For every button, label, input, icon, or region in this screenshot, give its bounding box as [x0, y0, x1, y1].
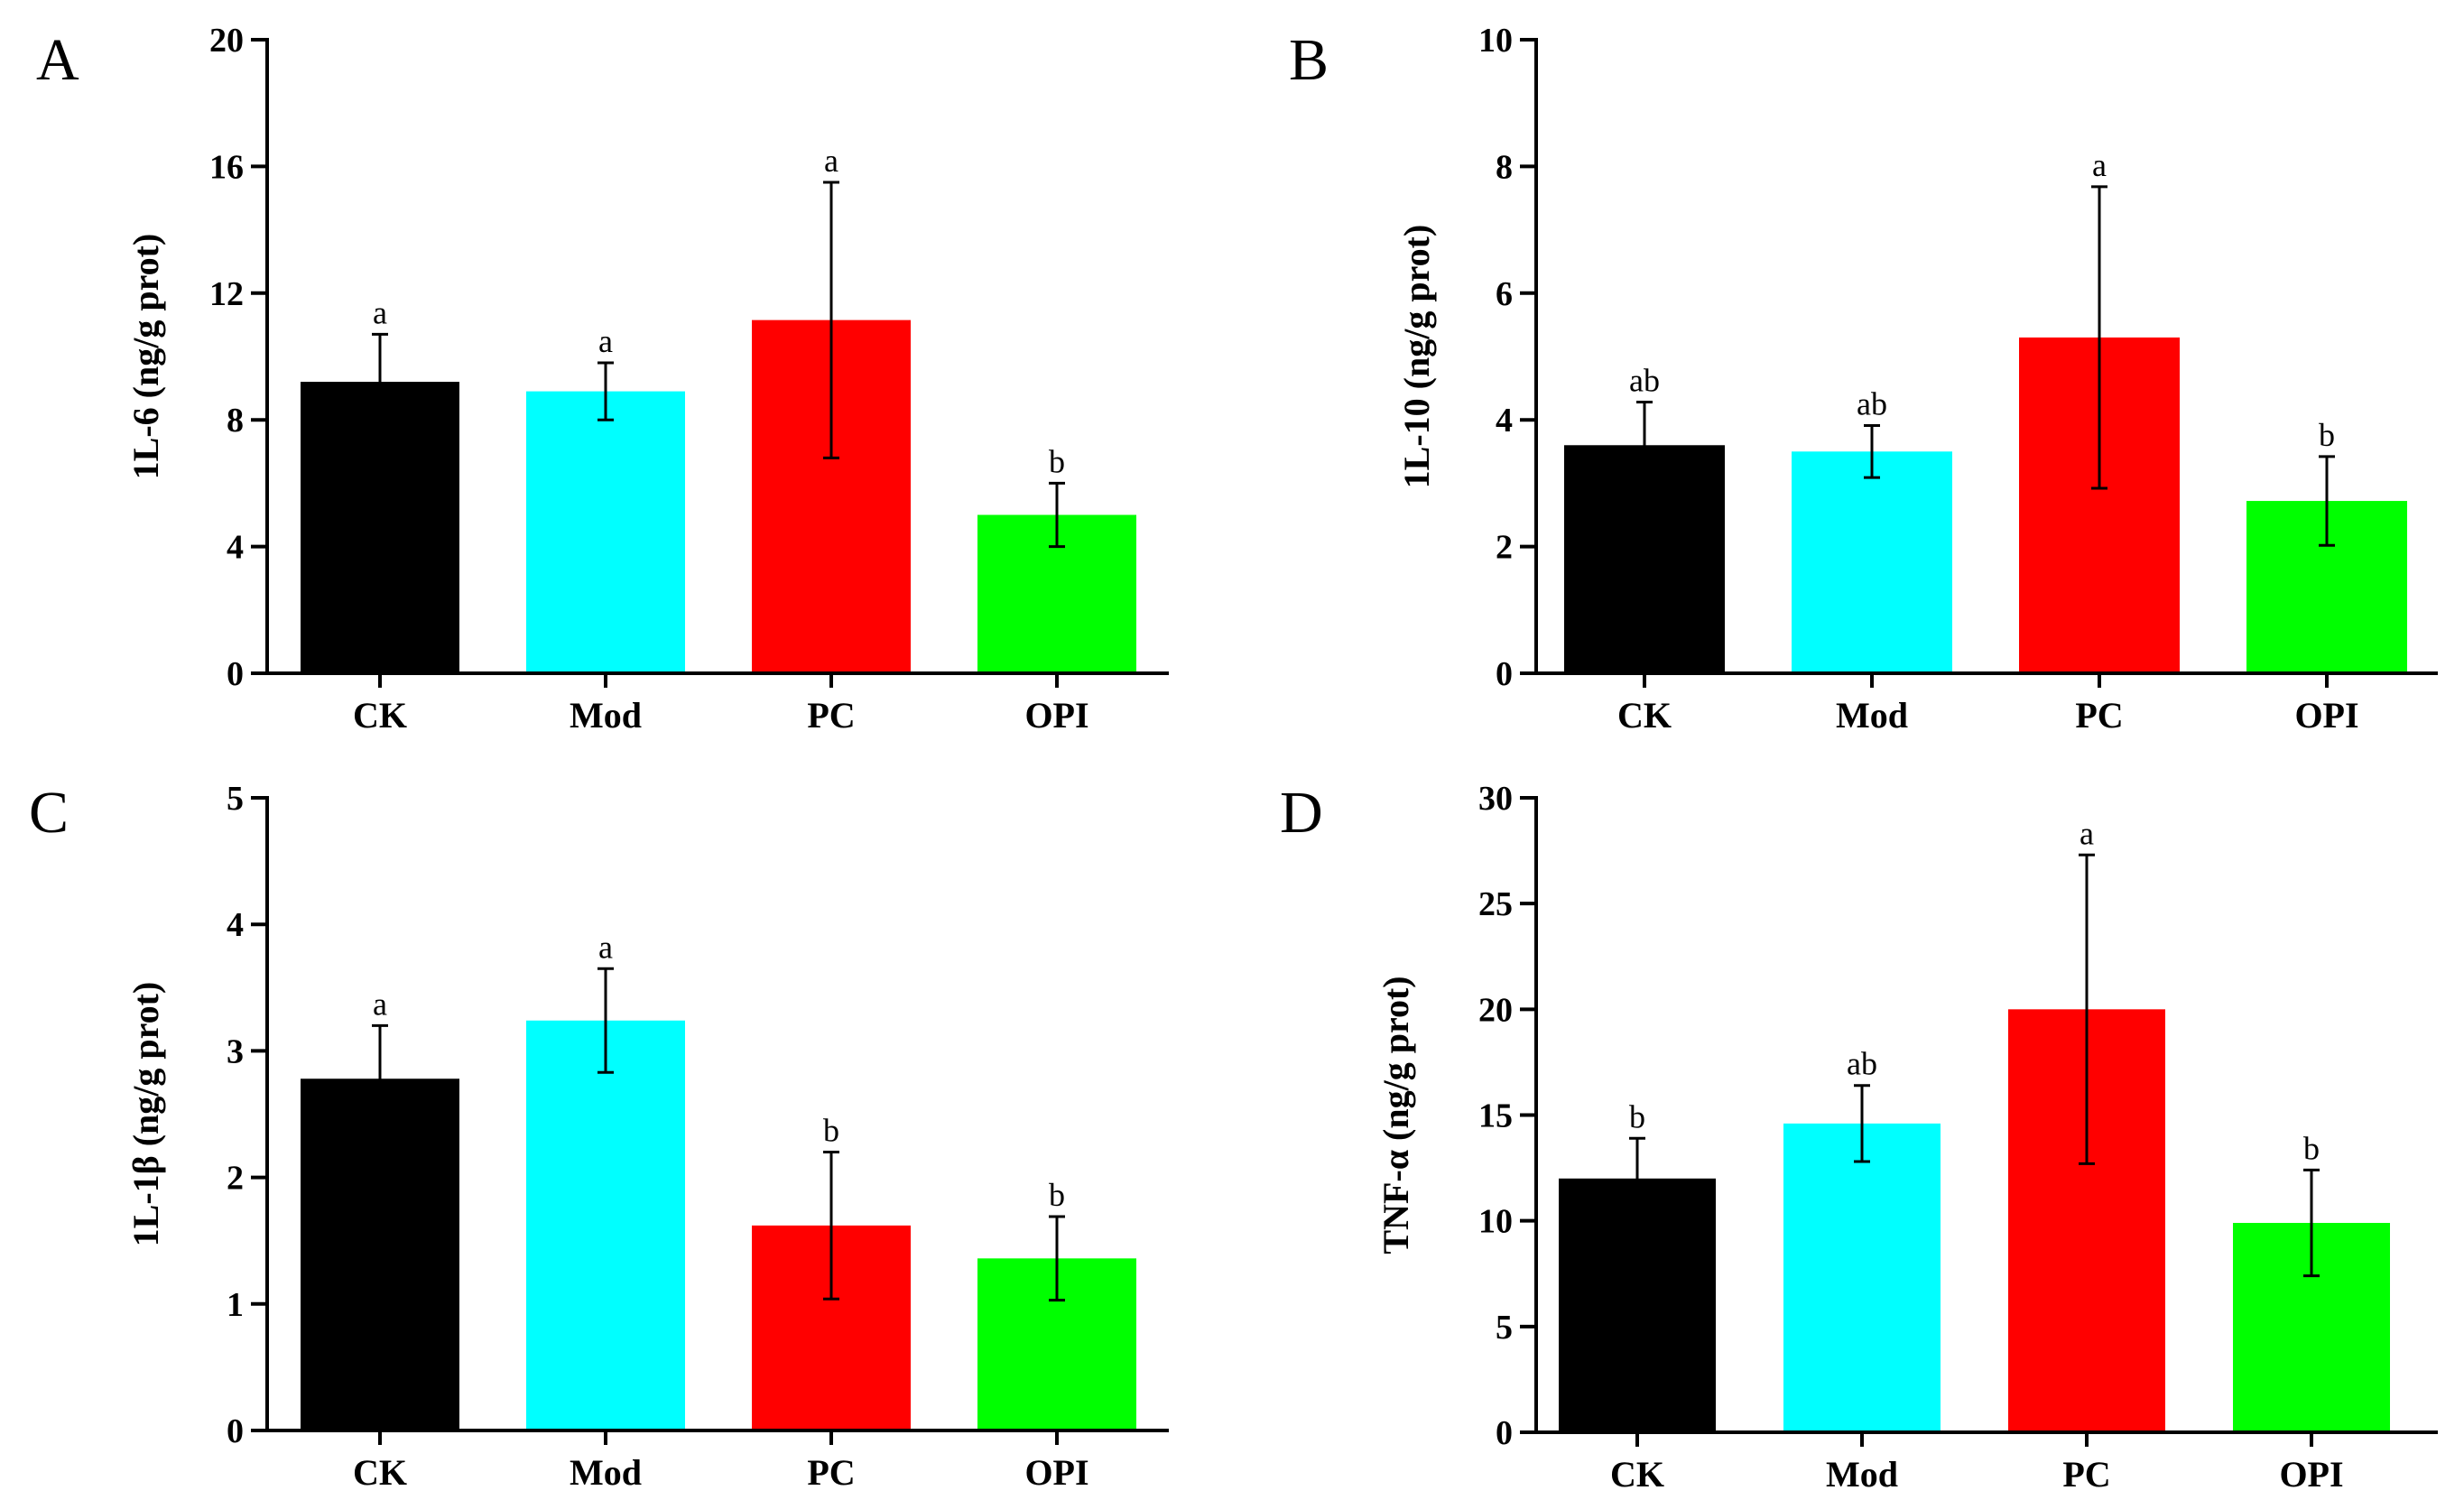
significance-label: ab: [1847, 1046, 1877, 1082]
y-tick-label: 8: [227, 402, 244, 440]
panel-a: A 0 4 8 12 16 20 1L-6 (ng/g prot) a CK a Mod a PC b OPI: [36, 22, 1169, 736]
x-tick-label: OPI: [1024, 1452, 1088, 1493]
y-tick-label: 5: [1496, 1309, 1513, 1347]
bar-mod: [1783, 1123, 1941, 1432]
significance-label: a: [2080, 815, 2094, 851]
panel-letter: A: [36, 27, 79, 93]
x-tick-label: CK: [1617, 695, 1672, 736]
y-tick-label: 25: [1478, 885, 1513, 923]
y-tick-label: 6: [1496, 275, 1513, 313]
x-tick-label: OPI: [2294, 695, 2358, 736]
bar-mod: [526, 391, 685, 673]
significance-label: a: [598, 929, 613, 965]
x-tick-label: Mod: [570, 1452, 642, 1493]
y-axis-label: 1L-10 (ng/g prot): [1396, 225, 1437, 489]
y-tick-label: 2: [227, 1160, 244, 1198]
y-tick-label: 1: [227, 1286, 244, 1324]
y-tick-label: 10: [1478, 1203, 1513, 1241]
bar-ck: [301, 1079, 459, 1430]
significance-label: ab: [1629, 363, 1660, 399]
bar-ck: [1559, 1178, 1716, 1432]
y-tick-label: 3: [227, 1032, 244, 1070]
y-tick-label: 4: [227, 906, 244, 944]
y-tick-label: 4: [227, 529, 244, 567]
y-axis-label: 1L-6 (ng/g prot): [125, 234, 166, 480]
significance-label: a: [2092, 147, 2107, 183]
y-tick-label: 4: [1496, 402, 1513, 440]
y-tick-label: 0: [227, 655, 244, 693]
y-tick-label: 2: [1496, 529, 1513, 567]
significance-label: b: [2319, 417, 2335, 453]
panel-c: C 0 1 2 3 4 5 1L-1β (ng/g prot) a CK a Mod b PC b OPI: [29, 780, 1169, 1493]
significance-label: a: [824, 143, 838, 179]
significance-label: b: [1049, 1177, 1065, 1213]
panel-letter: B: [1289, 27, 1329, 93]
significance-label: a: [373, 986, 387, 1022]
y-axis-label: TNF-α (ng/g prot): [1376, 976, 1416, 1254]
significance-label: b: [1629, 1098, 1645, 1134]
y-tick-label: 12: [209, 275, 244, 313]
y-tick-label: 10: [1478, 22, 1513, 60]
y-tick-label: 8: [1496, 148, 1513, 186]
y-axis-label: 1L-1β (ng/g prot): [125, 982, 166, 1247]
y-tick-label: 5: [227, 780, 244, 818]
panel-b: B 0 2 4 6 8 10 1L-10 (ng/g prot) ab CK ab Mod a PC b OP…: [1289, 22, 2438, 736]
x-tick-label: OPI: [2279, 1454, 2343, 1495]
x-tick-label: CK: [353, 695, 407, 736]
significance-label: a: [598, 323, 613, 359]
x-tick-label: OPI: [1024, 695, 1088, 736]
y-tick-label: 20: [209, 22, 244, 60]
y-tick-label: 15: [1478, 1097, 1513, 1135]
x-tick-label: PC: [2075, 695, 2123, 736]
x-tick-label: PC: [807, 695, 855, 736]
y-tick-label: 0: [227, 1412, 244, 1450]
panel-letter: D: [1280, 780, 1323, 846]
x-tick-label: PC: [2062, 1454, 2110, 1495]
x-tick-label: CK: [353, 1452, 407, 1493]
x-tick-label: Mod: [1836, 695, 1908, 736]
x-tick-label: Mod: [570, 695, 642, 736]
y-tick-label: 30: [1478, 780, 1513, 818]
significance-label: b: [2303, 1130, 2320, 1166]
y-tick-label: 0: [1496, 1414, 1513, 1452]
significance-label: b: [1049, 443, 1065, 479]
y-tick-label: 0: [1496, 655, 1513, 693]
significance-label: b: [823, 1113, 839, 1149]
y-tick-label: 20: [1478, 991, 1513, 1029]
panel-letter: C: [29, 780, 69, 846]
bar-mod: [1792, 451, 1952, 673]
panel-d: D 0 5 10 15 20 25 30 TNF-α (ng/g prot) b CK ab Mod a P…: [1280, 780, 2438, 1495]
y-tick-label: 16: [209, 148, 244, 186]
significance-label: a: [373, 294, 387, 330]
x-tick-label: CK: [1610, 1454, 1664, 1495]
x-tick-label: PC: [807, 1452, 855, 1493]
bar-mod: [526, 1020, 685, 1430]
significance-label: ab: [1857, 386, 1887, 422]
x-tick-label: Mod: [1826, 1454, 1898, 1495]
